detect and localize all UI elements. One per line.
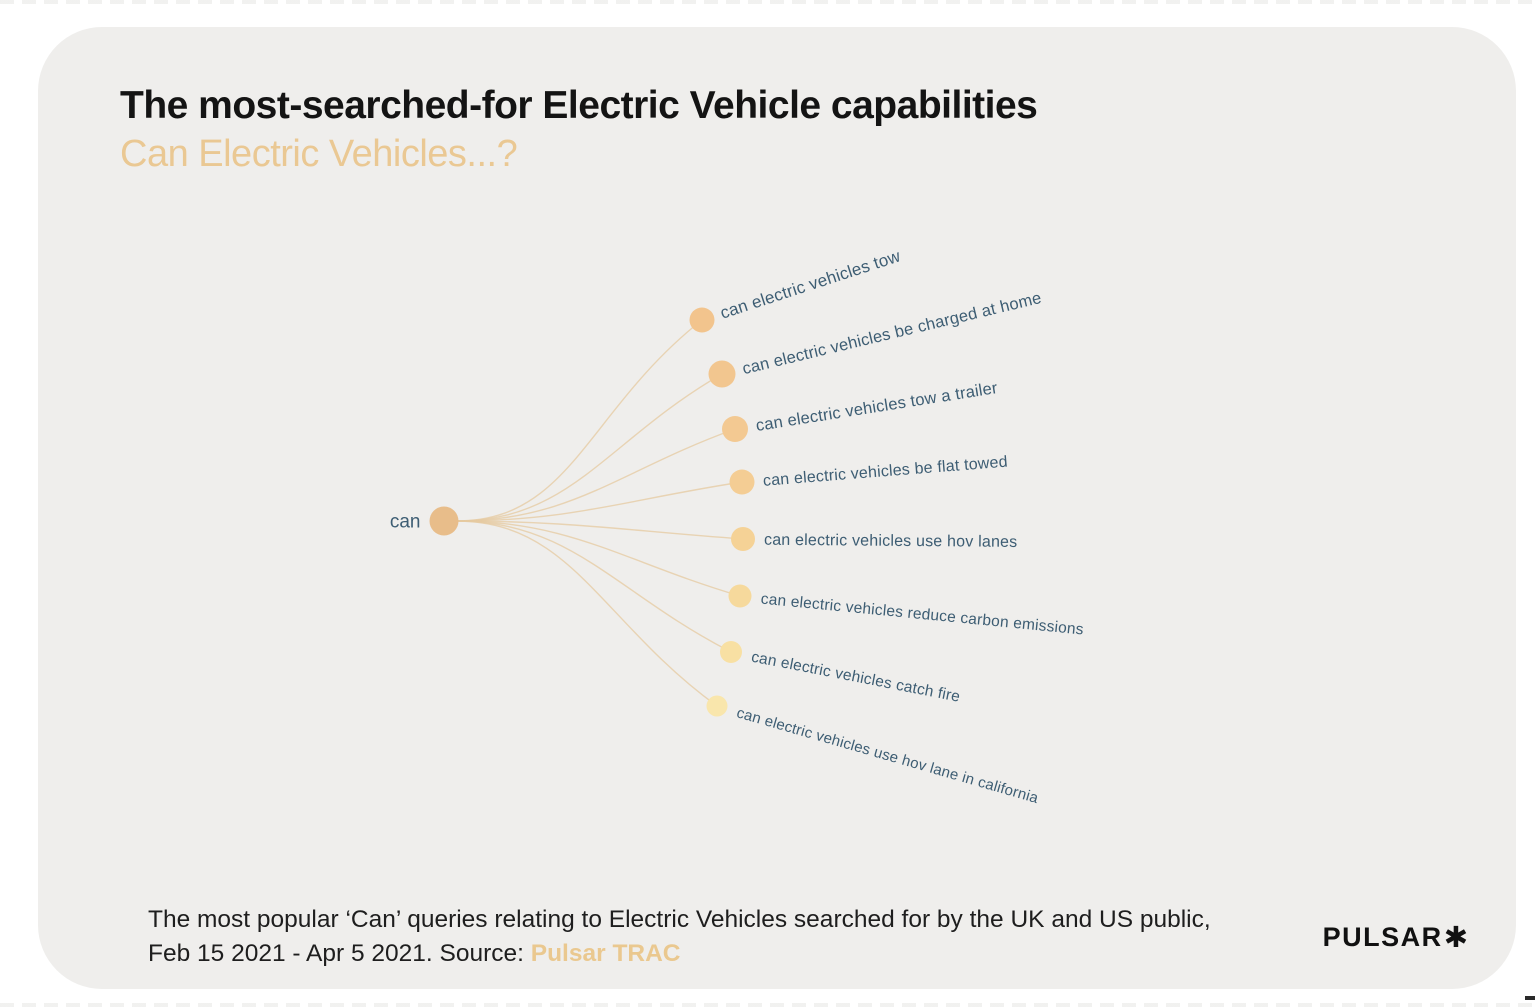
tree-edge (456, 373, 723, 522)
tree-edge (456, 520, 732, 653)
pulsar-asterisk-icon: ✱ (1443, 922, 1468, 954)
footer-line2: Feb 15 2021 - Apr 5 2021. Source: (148, 940, 531, 967)
corner-artifact (1525, 996, 1535, 1000)
tree-node-label: can electric vehicles use hov lanes (764, 532, 1017, 551)
tree-edge (456, 319, 703, 522)
source-link[interactable]: Pulsar TRAC (530, 940, 681, 967)
tree-edge (456, 481, 743, 522)
page-subtitle: Can Electric Vehicles...? (120, 132, 518, 175)
pulsar-logo: PULSAR ✱ (1323, 920, 1468, 955)
cropped-text-artifact-top (0, 0, 1536, 4)
tree-node-label: can electric vehicles be flat towed (762, 454, 1008, 490)
tree-root-node (429, 506, 459, 536)
tree-edge (456, 520, 744, 540)
page-title: The most-searched-for Electric Vehicle c… (120, 84, 1038, 127)
tree-node (722, 416, 748, 442)
tree-node-label: can electric vehicles catch fire (750, 649, 962, 706)
tree-node (731, 527, 755, 551)
tree-node (706, 695, 728, 717)
footer-caption: The most popular ‘Can’ queries relating … (148, 903, 1338, 971)
tree-edge (456, 428, 736, 522)
tree-node (729, 469, 755, 495)
tree-node (689, 307, 715, 333)
tree-edge (456, 520, 718, 707)
tree-node-label: can electric vehicles tow (718, 246, 903, 322)
footer-line1: The most popular ‘Can’ queries relating … (148, 906, 1211, 933)
tree-node (728, 584, 752, 608)
tree-edge (456, 520, 741, 597)
cropped-text-artifact-bottom (0, 1003, 1536, 1007)
tree-node-label: can electric vehicles use hov lane in ca… (735, 704, 1041, 807)
header: The most-searched-for Electric Vehicle c… (120, 82, 1038, 178)
tree-node (708, 360, 736, 388)
tree-node (720, 641, 742, 663)
tree-node-label: can electric vehicles reduce carbon emis… (760, 591, 1084, 639)
tree-root-label: can (390, 512, 421, 533)
tree-node-label: can electric vehicles tow a trailer (755, 379, 1000, 435)
pulsar-logo-text: PULSAR (1322, 922, 1443, 952)
infographic-card (38, 27, 1516, 989)
